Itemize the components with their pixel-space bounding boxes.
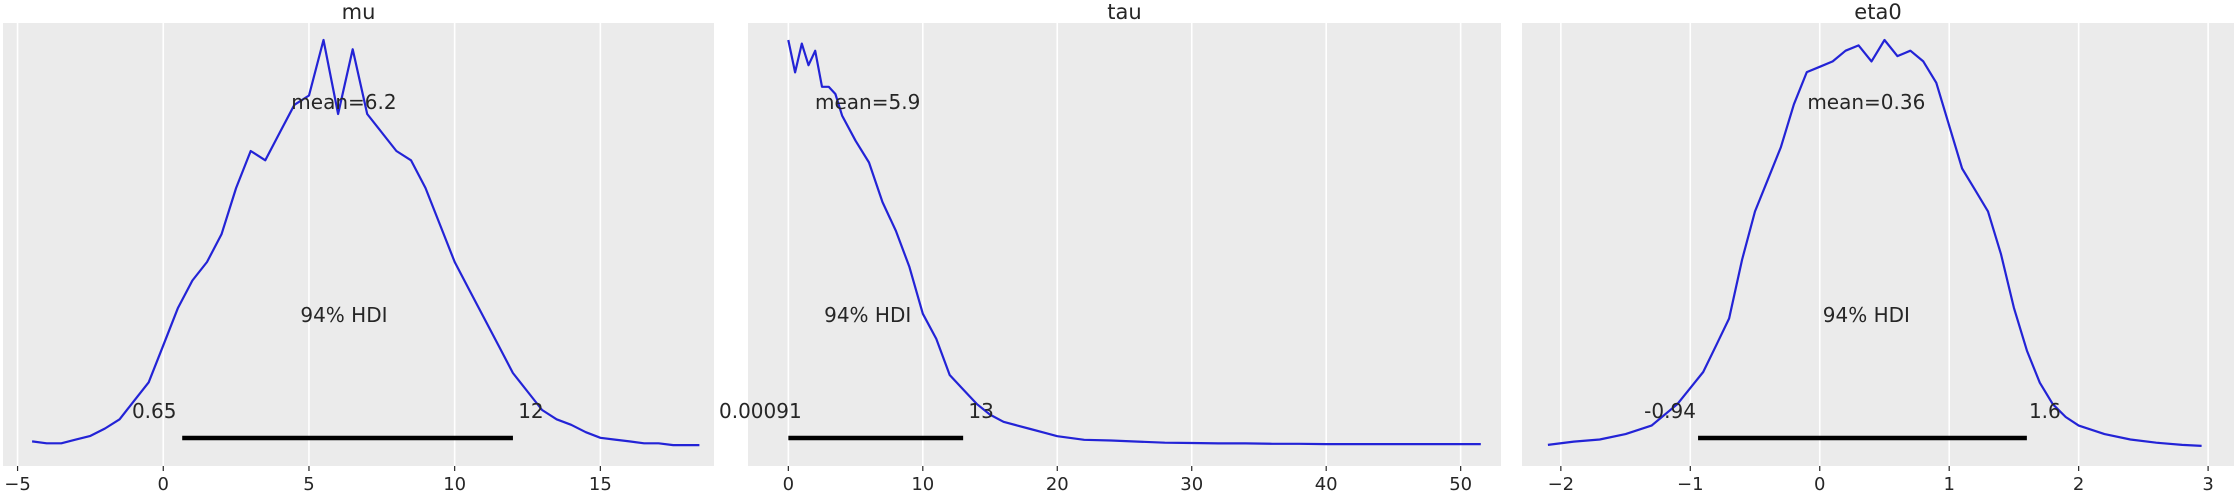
x-tick-label: 10 xyxy=(443,474,466,495)
plot-area xyxy=(3,23,714,466)
hdi-lower-label: -0.94 xyxy=(1644,399,1696,423)
mean-label: mean=6.2 xyxy=(291,90,396,114)
x-tick-label: 1 xyxy=(1943,474,1954,495)
hdi-lower-label: 0.65 xyxy=(132,399,177,423)
panel-title: eta0 xyxy=(1854,0,1901,24)
x-tick-label: 30 xyxy=(1180,474,1203,495)
x-tick-label: 2 xyxy=(2073,474,2084,495)
hdi-label: 94% HDI xyxy=(824,303,911,327)
panel-eta0: −2 −1 0 1 2 3 eta0 mean=0.36 94% HDI -0.94 1.6 xyxy=(1522,0,2234,495)
x-tick-label: −2 xyxy=(1548,474,1575,495)
plot-area xyxy=(748,23,1501,466)
hdi-lower-label: 0.00091 xyxy=(719,399,802,423)
x-tick-label: 0 xyxy=(783,474,794,495)
x-tick-label: 10 xyxy=(911,474,934,495)
x-tick-label: 50 xyxy=(1449,474,1472,495)
density-line xyxy=(787,39,1481,446)
panel-title: tau xyxy=(1107,0,1141,24)
x-tick-label: 0 xyxy=(1814,474,1825,495)
hdi-upper-label: 1.6 xyxy=(2029,399,2061,423)
plot-area xyxy=(1522,23,2234,466)
hdi-upper-label: 12 xyxy=(518,399,543,423)
x-tick-label: −1 xyxy=(1677,474,1704,495)
panel-mu: −5 0 5 10 15 mu mean=6.2 94% HDI 0.65 12 xyxy=(3,0,714,495)
panel-tau: 0 10 20 30 40 50 tau mean=5.9 94% HDI 0.00091 13 xyxy=(719,0,1501,495)
x-tick-label: 40 xyxy=(1315,474,1338,495)
hdi-label: 94% HDI xyxy=(300,303,387,327)
x-tick-label: 15 xyxy=(589,474,612,495)
mean-label: mean=0.36 xyxy=(1807,90,1925,114)
density-line xyxy=(1547,38,2202,447)
x-tick-label: 5 xyxy=(303,474,314,495)
x-tick-label: 3 xyxy=(2202,474,2213,495)
x-tick-label: 0 xyxy=(158,474,169,495)
panel-title: mu xyxy=(342,0,376,24)
x-tick-label: 20 xyxy=(1046,474,1069,495)
hdi-upper-label: 13 xyxy=(968,399,993,423)
x-tick-label: −5 xyxy=(4,474,31,495)
hdi-label: 94% HDI xyxy=(1823,303,1910,327)
mean-label: mean=5.9 xyxy=(815,90,920,114)
density-line xyxy=(31,38,700,447)
